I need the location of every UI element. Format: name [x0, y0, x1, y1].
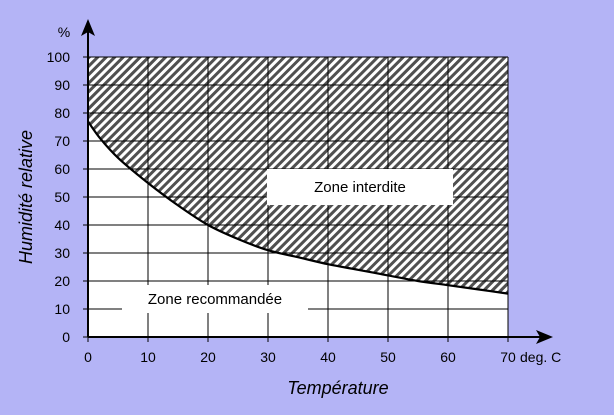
humidity-limit-curve [87, 120, 509, 295]
region-label-text: Zone interdite [314, 179, 406, 196]
region-label-recommandee: Zone recommandée [122, 285, 308, 313]
x-axis-title: Température [287, 378, 388, 398]
x-axis-arrow [536, 330, 553, 344]
y-tick-label: 10 [54, 301, 70, 317]
x-tick-label: 10 [140, 349, 156, 365]
x-tick-label: 40 [320, 349, 336, 365]
y-tick-label: 50 [54, 189, 70, 205]
y-tick-label: 20 [54, 273, 70, 289]
y-tick-label: 30 [54, 245, 70, 261]
y-axis-title: Humidité relative [16, 130, 36, 264]
y-tick-label: 40 [54, 217, 70, 233]
y-tick-label: 60 [54, 161, 70, 177]
y-tick-label: 70 [54, 133, 70, 149]
y-tick-label: 0 [62, 329, 70, 345]
region-label-text: Zone recommandée [148, 291, 282, 308]
region-label-box [122, 285, 308, 313]
plot-area: Zone interdite Zone recommandée [87, 56, 509, 337]
x-tick-label: 20 [200, 349, 216, 365]
region-label-interdite: Zone interdite [267, 169, 453, 205]
x-unit-label: deg. C [520, 349, 561, 365]
axes [81, 19, 553, 344]
x-tick-label: 70 [500, 349, 516, 365]
labels: % deg. C Température Humidité relative 0… [16, 24, 561, 398]
x-tick-label: 50 [380, 349, 396, 365]
y-tick-label: 100 [47, 49, 71, 65]
x-tick-label: 60 [440, 349, 456, 365]
x-tick-label: 0 [84, 349, 92, 365]
y-axis-arrow [81, 19, 95, 36]
y-tick-label: 80 [54, 105, 70, 121]
y-unit-label: % [58, 24, 70, 40]
y-tick-label: 90 [54, 77, 70, 93]
region-label-box [267, 169, 453, 205]
x-tick-label: 30 [260, 349, 276, 365]
